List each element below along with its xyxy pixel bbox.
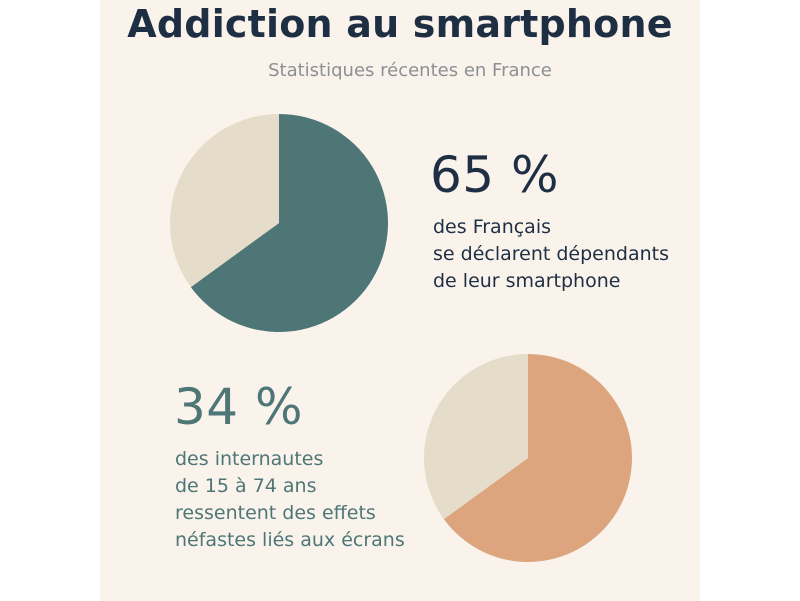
stat-description-line: des Français	[433, 216, 551, 238]
stat-description-line: néfastes liés aux écrans	[175, 529, 405, 551]
stat-description-line: de leur smartphone	[433, 270, 621, 292]
page-subtitle: Statistiques récentes en France	[268, 60, 552, 81]
pie-slice-highlight	[190, 114, 388, 333]
stat-description-effets: des internautes de 15 à 74 ans ressenten…	[175, 446, 405, 554]
page-title: Addiction au smartphone	[127, 2, 673, 46]
stat-description-line: des internautes	[175, 448, 324, 470]
pie-slice-highlight	[443, 354, 632, 562]
pie-chart-dependance	[170, 114, 388, 333]
stat-description-line: ressentent des effets	[175, 502, 376, 524]
stat-value-dependance: 65 %	[430, 146, 560, 204]
stat-description-dependance: des Français se déclarent dépendants de …	[433, 214, 669, 295]
pie-slice-remainder	[424, 354, 528, 520]
stat-description-line: se déclarent dépendants	[433, 243, 669, 265]
pie-chart-effets	[424, 354, 632, 562]
stat-description-line: de 15 à 74 ans	[175, 475, 317, 497]
pie-slice-remainder	[170, 114, 279, 288]
stat-value-effets: 34 %	[174, 378, 304, 436]
